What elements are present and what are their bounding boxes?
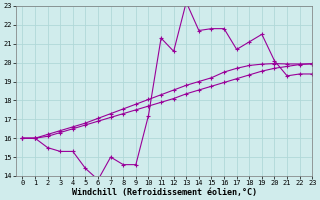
X-axis label: Windchill (Refroidissement éolien,°C): Windchill (Refroidissement éolien,°C) bbox=[72, 188, 257, 197]
